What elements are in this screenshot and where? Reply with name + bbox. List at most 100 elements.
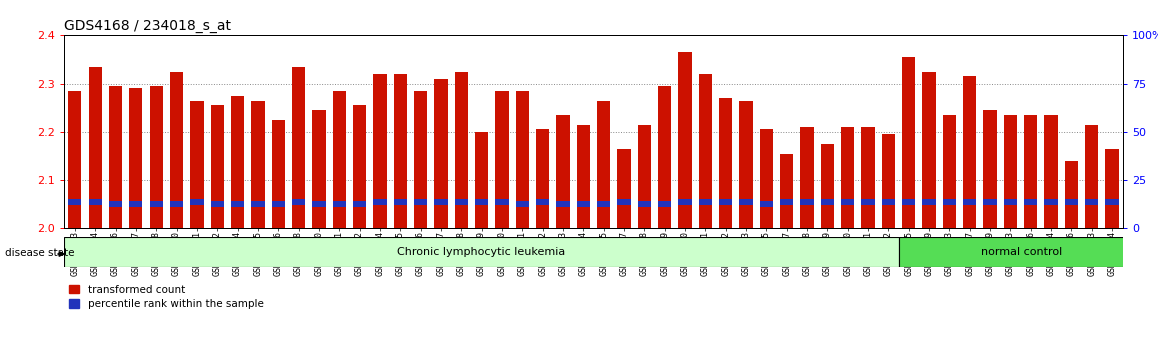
Bar [577,125,589,228]
Bar [455,199,468,205]
Bar [943,199,957,205]
Bar [251,101,264,228]
Bar [149,86,163,228]
Bar [496,91,508,228]
Bar [841,127,855,228]
Bar [64,237,899,267]
Bar [862,199,874,205]
Bar [899,237,1144,267]
Bar [536,130,549,228]
Bar [1004,115,1017,228]
Bar [353,105,366,228]
Legend: transformed count, percentile rank within the sample: transformed count, percentile rank withi… [68,285,264,309]
Bar [353,201,366,207]
Bar [881,134,895,228]
Bar [415,199,427,205]
Bar [415,91,427,228]
Bar [719,98,732,228]
Bar [780,154,793,228]
Bar [332,91,346,228]
Bar [68,199,81,205]
Bar [109,86,122,228]
Bar [923,199,936,205]
Bar [496,199,508,205]
Bar [963,199,976,205]
Bar [434,199,447,205]
Bar [556,201,570,207]
Bar [1106,149,1119,228]
Bar [598,201,610,207]
Bar [556,115,570,228]
Bar [1085,199,1098,205]
Bar [740,101,753,228]
Bar [190,199,204,205]
Bar [1024,199,1038,205]
Bar [1065,199,1078,205]
Bar [313,110,325,228]
Text: GDS4168 / 234018_s_at: GDS4168 / 234018_s_at [64,19,230,33]
Text: disease state: disease state [5,248,74,258]
Bar [455,72,468,228]
Bar [943,115,957,228]
Bar [698,199,712,205]
Text: normal control: normal control [981,247,1062,257]
Bar [617,199,631,205]
Bar [963,76,976,228]
Bar [130,201,142,207]
Bar [313,201,325,207]
Bar [475,199,489,205]
Bar [230,201,244,207]
Bar [89,199,102,205]
Bar [109,201,122,207]
Bar [1065,161,1078,228]
Bar [272,120,285,228]
Bar [800,127,814,228]
Bar [679,52,691,228]
Bar [190,101,204,228]
Bar [373,74,387,228]
Bar [475,132,489,228]
Bar [902,57,915,228]
Bar [638,201,651,207]
Bar [617,149,631,228]
Bar [719,199,732,205]
Bar [394,199,406,205]
Bar [821,144,834,228]
Bar [515,201,529,207]
Bar [1106,199,1119,205]
Bar [211,201,223,207]
Bar [1085,125,1098,228]
Bar [373,199,387,205]
Bar [658,86,672,228]
Bar [515,91,529,228]
Bar [577,201,589,207]
Bar [170,201,183,207]
Bar [983,110,997,228]
Bar [862,127,874,228]
Bar [902,199,915,205]
Bar [698,74,712,228]
Bar [760,201,772,207]
Text: Chronic lymphocytic leukemia: Chronic lymphocytic leukemia [397,247,565,257]
Bar [821,199,834,205]
Bar [211,105,223,228]
Bar [149,201,163,207]
Bar [923,72,936,228]
Bar [841,199,855,205]
Bar [760,130,772,228]
Bar [983,199,997,205]
Bar [780,199,793,205]
Bar [740,199,753,205]
Bar [881,199,895,205]
Bar [1024,115,1038,228]
Bar [292,199,306,205]
Bar [434,79,447,228]
Bar [130,88,142,228]
Bar [800,199,814,205]
Bar [272,201,285,207]
Bar [170,72,183,228]
Bar [658,201,672,207]
Bar [1004,199,1017,205]
Bar [638,125,651,228]
Bar [89,67,102,228]
